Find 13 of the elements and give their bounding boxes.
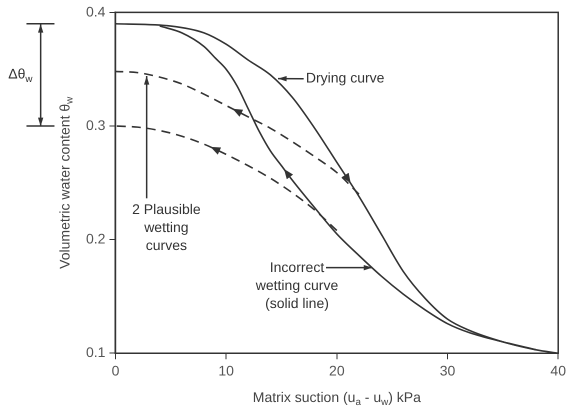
x-tick-label: 30 xyxy=(440,362,456,378)
y-tick-label: 0.4 xyxy=(86,3,106,20)
y-tick-label: 0.1 xyxy=(86,344,106,360)
x-tick-label: 10 xyxy=(218,362,234,378)
y-axis-title: Volumetric water content θw xyxy=(56,96,76,269)
annotation: Incorrect wetting curve (solid line) xyxy=(254,258,338,311)
x-tick-label: 0 xyxy=(112,362,120,378)
annotation: Drying curve xyxy=(306,69,385,86)
x-tick-label: 20 xyxy=(329,362,345,378)
y-tick-label: 0.3 xyxy=(86,116,106,133)
x-tick-label: 40 xyxy=(550,362,566,378)
y-tick-label: 0.2 xyxy=(86,230,106,246)
annotation: 2 Plausible wetting curves xyxy=(132,200,201,253)
